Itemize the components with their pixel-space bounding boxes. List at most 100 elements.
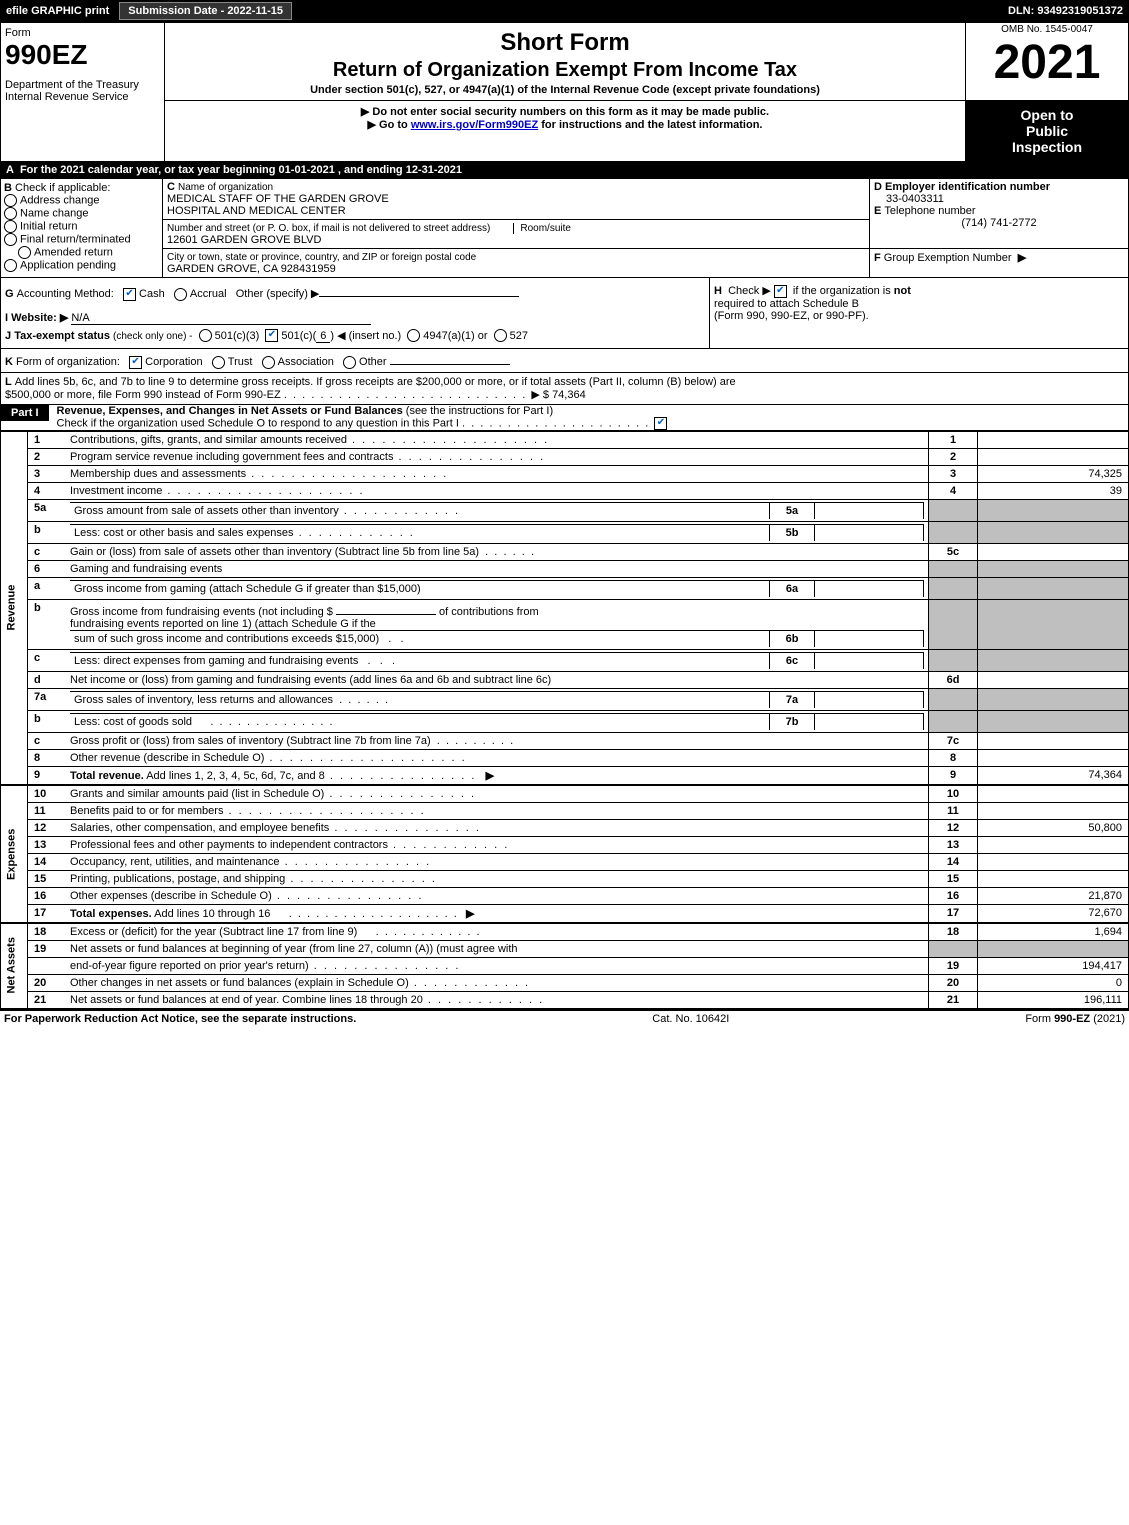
line-8-box: 8 (929, 749, 978, 766)
line-8-text: Other revenue (describe in Schedule O) (70, 752, 467, 764)
line-6d-text: Net income or (loss) from gaming and fun… (70, 674, 551, 686)
j-501c3-checkbox[interactable] (199, 329, 212, 342)
line-7a-no: 7a (28, 688, 67, 710)
j-501c-checkbox[interactable] (265, 329, 278, 342)
accrual-checkbox[interactable] (174, 288, 187, 301)
k-trust-checkbox[interactable] (212, 356, 225, 369)
letter-f: F (874, 252, 881, 264)
line-20-text: Other changes in net assets or fund bala… (70, 977, 530, 989)
line-6b-greybox (929, 599, 978, 649)
part1-subtitle: (see the instructions for Part I) (406, 405, 553, 417)
footer-left: For Paperwork Reduction Act Notice, see … (4, 1013, 356, 1025)
h-checkbox[interactable] (774, 285, 787, 298)
line-13-text: Professional fees and other payments to … (70, 839, 509, 851)
line-10-no: 10 (28, 785, 67, 803)
k-corp-label: Corporation (145, 356, 202, 368)
letter-e: E (874, 205, 881, 217)
line-17-arrow: ▶ (466, 908, 474, 920)
table-row: d Net income or (loss) from gaming and f… (1, 671, 1129, 688)
table-row: 2 Program service revenue including gove… (1, 448, 1129, 465)
line-5a-sub: 5a (770, 502, 815, 519)
line-6a-text: Gross income from gaming (attach Schedul… (74, 583, 421, 595)
cash-checkbox[interactable] (123, 288, 136, 301)
line-11-box: 11 (929, 802, 978, 819)
g-label: Accounting Method: (17, 288, 114, 300)
public: Public (970, 123, 1124, 139)
j-4947-checkbox[interactable] (407, 329, 420, 342)
gh-table: G Accounting Method: Cash Accrual Other … (0, 278, 1129, 349)
name-change-checkbox[interactable] (4, 207, 17, 220)
street-value: 12601 GARDEN GROVE BLVD (167, 234, 321, 246)
no-ssn-text: ▶ Do not enter social security numbers o… (169, 105, 961, 118)
k-row: K Form of organization: Corporation Trus… (0, 349, 1129, 373)
line-17-no: 17 (28, 904, 67, 923)
j-527-checkbox[interactable] (494, 329, 507, 342)
part1-title: Revenue, Expenses, and Changes in Net As… (57, 405, 403, 417)
submission-date-button[interactable]: Submission Date - 2022-11-15 (119, 2, 292, 20)
line-6-greyval (978, 560, 1129, 577)
line-6c-no: c (28, 649, 67, 671)
cash-label: Cash (139, 288, 165, 300)
table-row: b Gross income from fundraising events (… (1, 599, 1129, 649)
part1-table: Revenue 1 Contributions, gifts, grants, … (0, 431, 1129, 1009)
line-1-box: 1 (929, 431, 978, 448)
k-other-checkbox[interactable] (343, 356, 356, 369)
line-7b-sub: 7b (770, 713, 815, 730)
j-527-label: 527 (510, 330, 528, 342)
application-pending-checkbox[interactable] (4, 259, 17, 272)
line-7a-subval (815, 691, 924, 708)
dln-label: DLN: 93492319051372 (1008, 5, 1129, 17)
table-row: b Less: cost of goods sold . . . . . . .… (1, 710, 1129, 732)
line-5c-text: Gain or (loss) from sale of assets other… (70, 546, 479, 558)
k-assoc-checkbox[interactable] (262, 356, 275, 369)
k-corp-checkbox[interactable] (129, 356, 142, 369)
irs-link[interactable]: www.irs.gov/Form990EZ (411, 119, 538, 131)
h-line3: (Form 990, 990-EZ, or 990-PF). (714, 310, 869, 322)
part1-schedule-o-checkbox[interactable] (654, 417, 667, 430)
dept-line1: Department of the Treasury (5, 79, 160, 91)
table-row: b Less: cost or other basis and sales ex… (1, 521, 1129, 543)
line-6-greybox (929, 560, 978, 577)
table-row: 13 Professional fees and other payments … (1, 836, 1129, 853)
line-18-val: 1,694 (978, 923, 1129, 941)
letter-j: J (5, 330, 11, 342)
initial-return-checkbox[interactable] (4, 220, 17, 233)
line-6b-blank[interactable] (336, 602, 436, 615)
table-row: 6 Gaming and fundraising events (1, 560, 1129, 577)
other-specify-field[interactable] (319, 284, 519, 297)
footer: For Paperwork Reduction Act Notice, see … (0, 1009, 1129, 1027)
line-15-text: Printing, publications, postage, and shi… (70, 873, 437, 885)
line-19-greybox (929, 940, 978, 957)
k-other-field[interactable] (390, 352, 510, 365)
line-9-text: Add lines 1, 2, 3, 4, 5c, 6d, 7c, and 8 (144, 770, 477, 782)
table-row: 3 Membership dues and assessments 3 74,3… (1, 465, 1129, 482)
address-change-checkbox[interactable] (4, 194, 17, 207)
final-return-checkbox[interactable] (4, 233, 17, 246)
line-5b-no: b (28, 521, 67, 543)
line-7b-subval (815, 713, 924, 730)
bcdef-table: B Check if applicable: Address change Na… (0, 178, 1129, 278)
line-5b-greybox (929, 521, 978, 543)
tax-year: 2021 (967, 35, 1127, 90)
top-bar: efile GRAPHIC print Submission Date - 20… (0, 0, 1129, 22)
amended-return-checkbox[interactable] (18, 246, 31, 259)
l-amount: ▶ $ 74,364 (531, 389, 585, 401)
table-row: Net Assets 18 Excess or (deficit) for th… (1, 923, 1129, 941)
letter-k: K (5, 356, 13, 368)
line-7b-text: Less: cost of goods sold (74, 716, 192, 728)
footer-right-pre: Form (1025, 1013, 1054, 1025)
part1-check-text: Check if the organization used Schedule … (57, 417, 459, 429)
org-name-2: HOSPITAL AND MEDICAL CENTER (167, 205, 346, 217)
line-17-text: Add lines 10 through 16 (152, 908, 271, 920)
table-row: 5a Gross amount from sale of assets othe… (1, 499, 1129, 521)
line-7b-no: b (28, 710, 67, 732)
line-2-no: 2 (28, 448, 67, 465)
table-row: 7a Gross sales of inventory, less return… (1, 688, 1129, 710)
line-6a-no: a (28, 577, 67, 599)
line-14-val (978, 853, 1129, 870)
k-assoc-label: Association (278, 356, 334, 368)
street-label: Number and street (or P. O. box, if mail… (167, 223, 490, 234)
line-12-no: 12 (28, 819, 67, 836)
address-change-label: Address change (20, 194, 100, 206)
line-8-no: 8 (28, 749, 67, 766)
